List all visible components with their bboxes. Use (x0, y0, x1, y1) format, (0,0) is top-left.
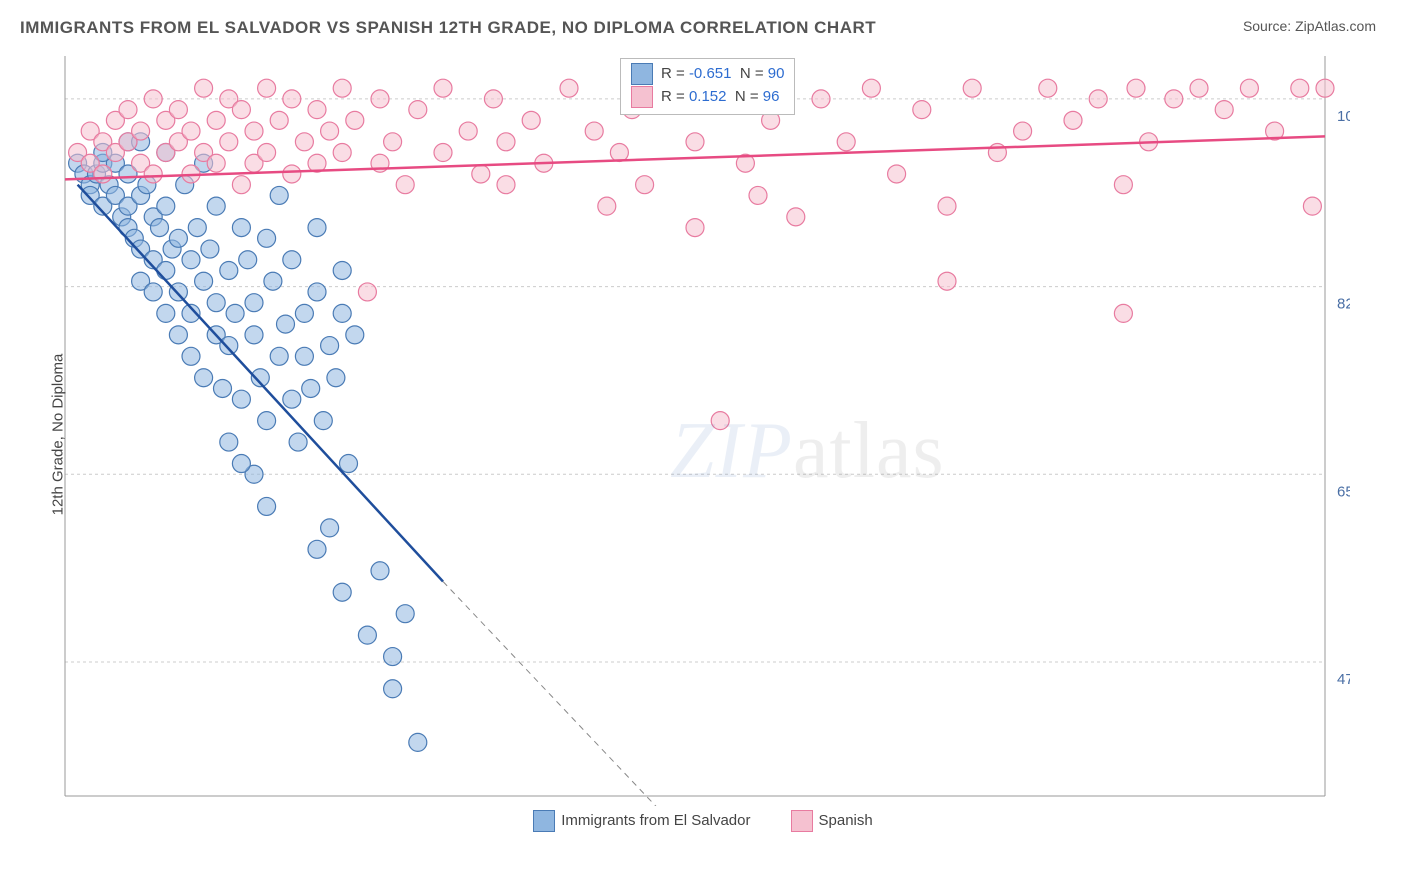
legend-item-pink: Spanish (791, 810, 873, 832)
bottom-legend: Immigrants from El Salvador Spanish (0, 810, 1406, 832)
svg-text:100.0%: 100.0% (1300, 805, 1350, 806)
legend-item-blue: Immigrants from El Salvador (533, 810, 750, 832)
svg-text:100.0%: 100.0% (1337, 108, 1350, 125)
y-axis-label: 12th Grade, No Diploma (50, 354, 67, 516)
source-prefix: Source: (1243, 18, 1295, 34)
svg-text:65.0%: 65.0% (1337, 483, 1350, 500)
svg-text:47.5%: 47.5% (1337, 671, 1350, 688)
source-attribution: Source: ZipAtlas.com (1243, 18, 1376, 34)
svg-text:0.0%: 0.0% (50, 805, 82, 806)
chart-container: 12th Grade, No Diploma 100.0% 82.5% 65.0% 4… (50, 46, 1381, 806)
scatter-plot: 100.0% 82.5% 65.0% 47.5% 0.0% 100.0% (50, 46, 1350, 806)
stats-row-blue: R = -0.651 N = 90 (631, 63, 784, 86)
source-link[interactable]: ZipAtlas.com (1295, 18, 1376, 34)
stats-row-pink: R = 0.152 N = 96 (631, 86, 784, 109)
chart-header: IMMIGRANTS FROM EL SALVADOR VS SPANISH 1… (0, 0, 1406, 46)
correlation-stats-box: R = -0.651 N = 90R = 0.152 N = 96 (620, 58, 795, 115)
svg-text:82.5%: 82.5% (1337, 296, 1350, 313)
chart-title: IMMIGRANTS FROM EL SALVADOR VS SPANISH 1… (20, 18, 876, 38)
